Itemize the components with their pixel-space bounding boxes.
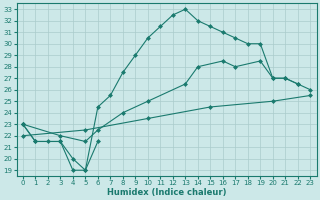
X-axis label: Humidex (Indice chaleur): Humidex (Indice chaleur) <box>107 188 226 197</box>
